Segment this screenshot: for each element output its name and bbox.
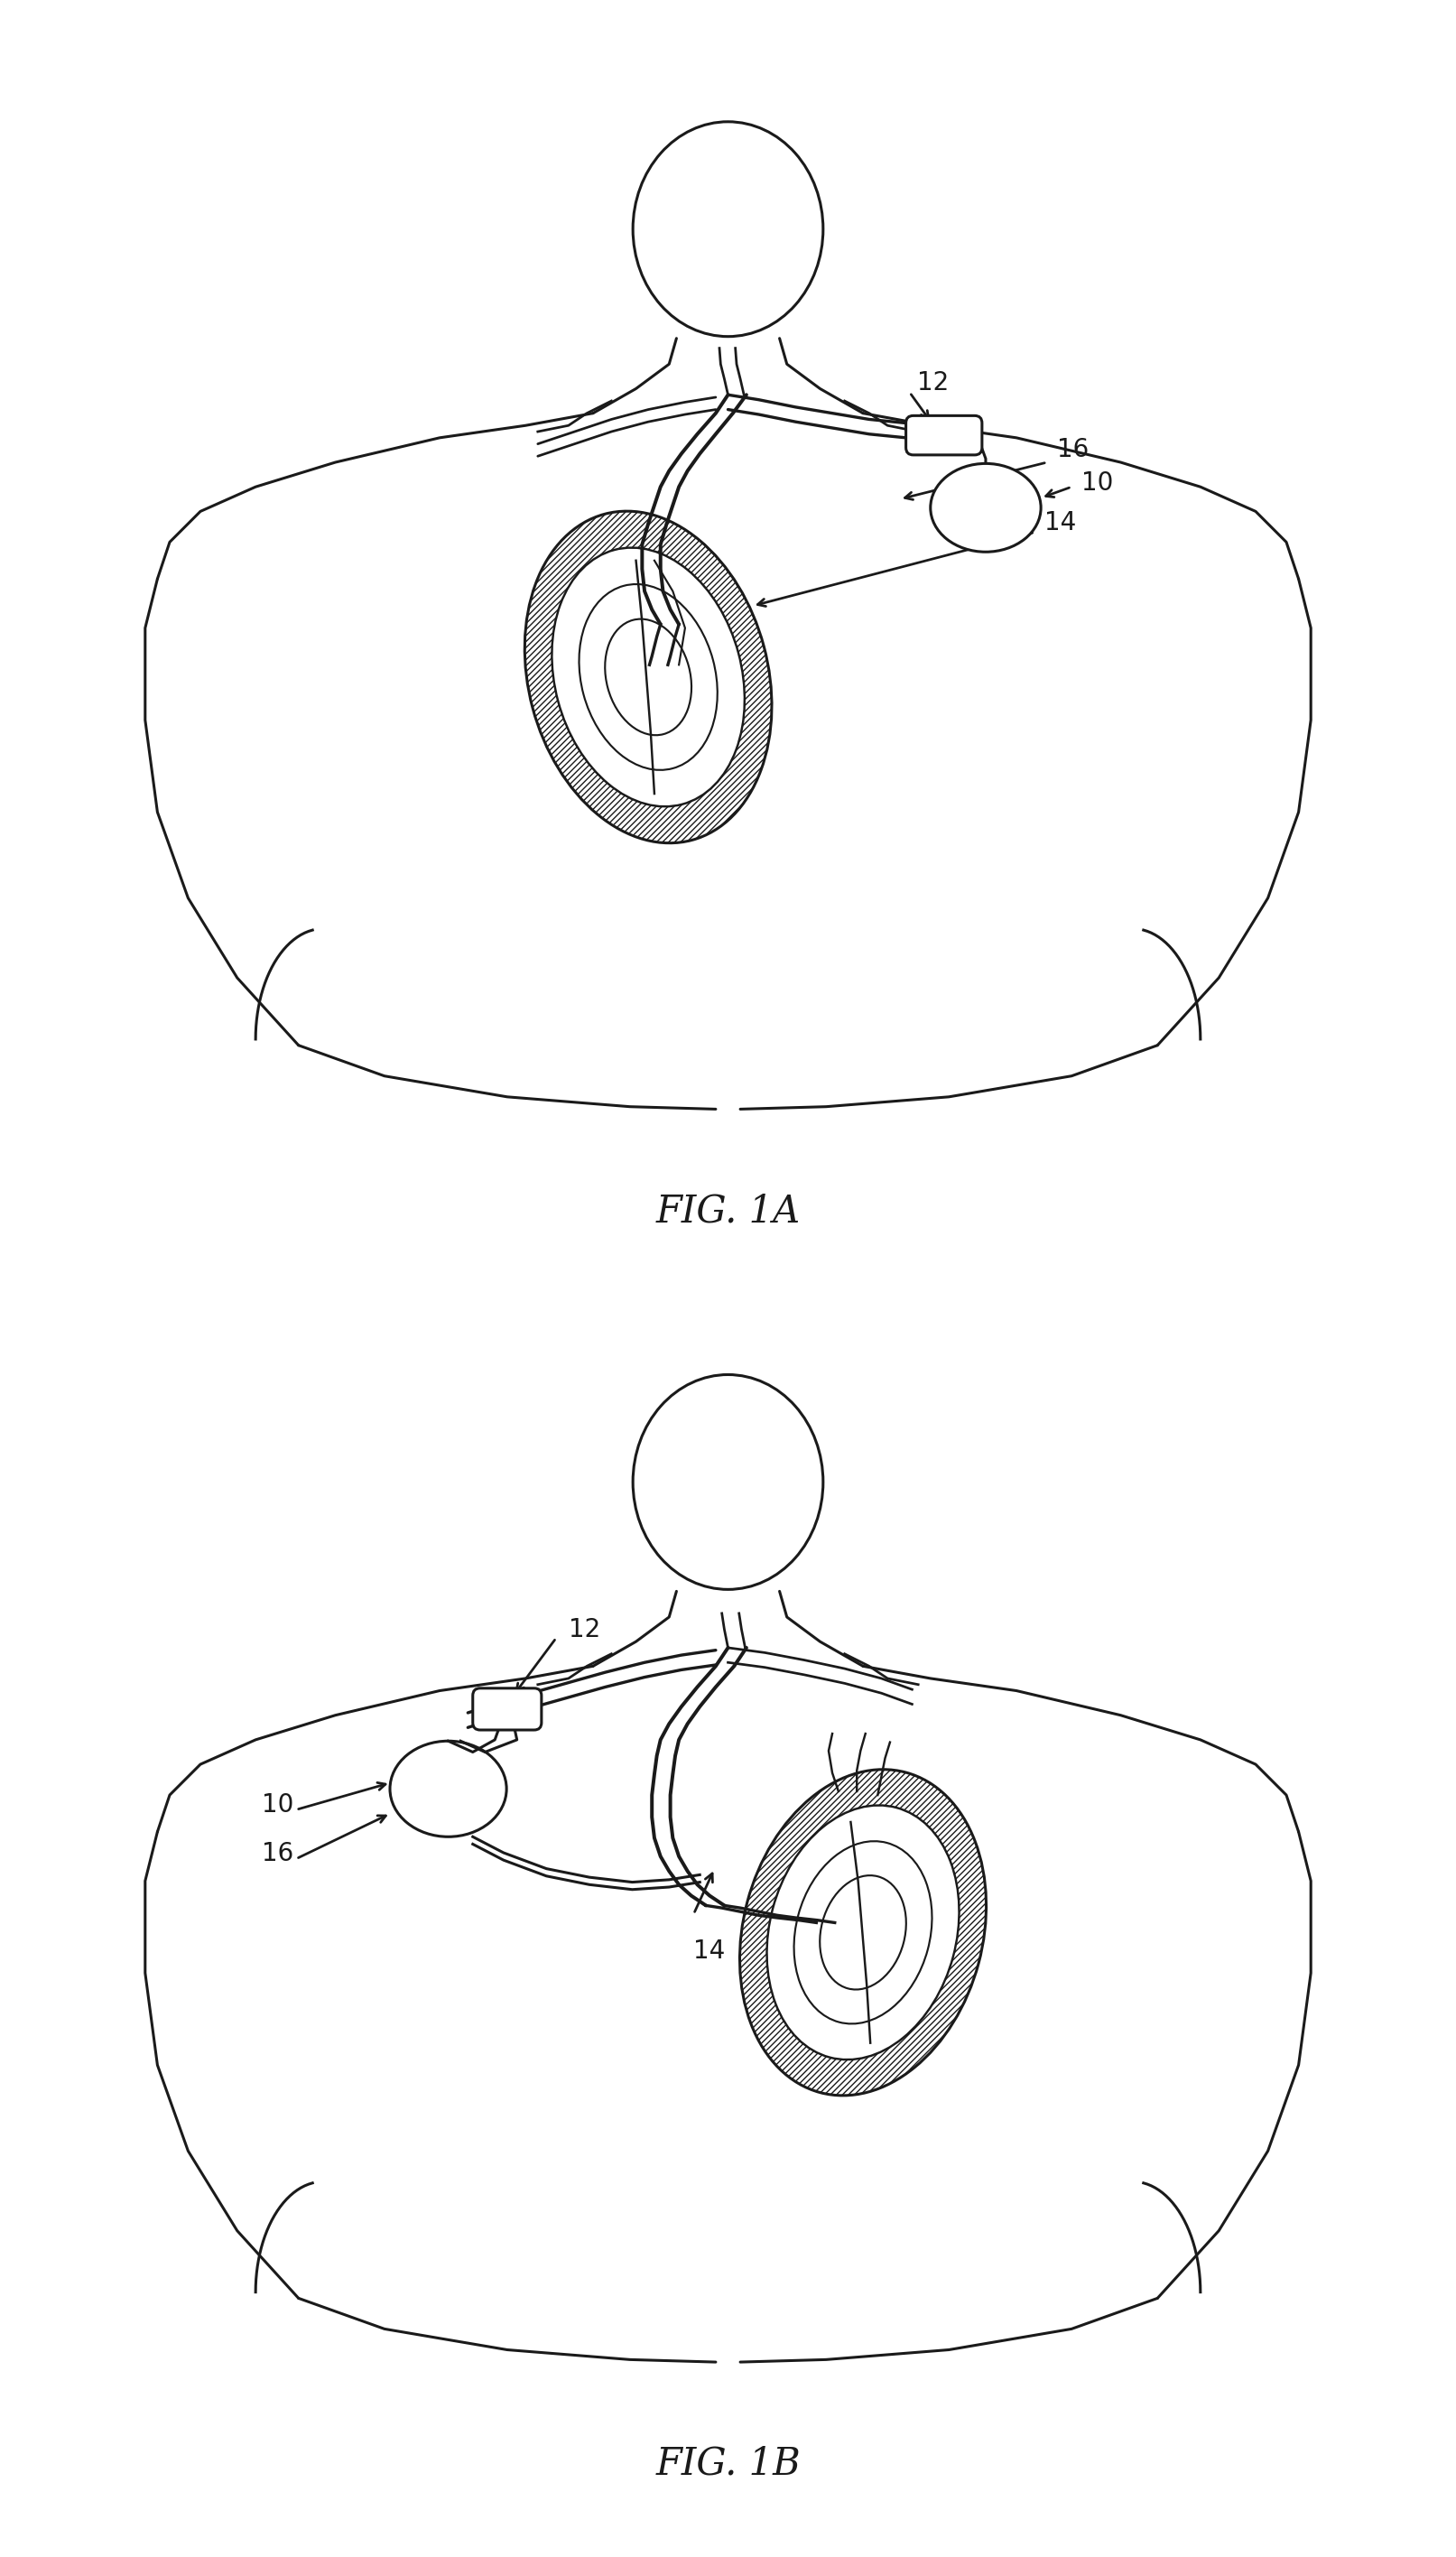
Ellipse shape (930, 463, 1041, 552)
FancyBboxPatch shape (906, 417, 981, 455)
Text: 16: 16 (1057, 437, 1089, 463)
Text: 14: 14 (693, 1938, 725, 1964)
Text: 10: 10 (1082, 470, 1114, 496)
Text: 12: 12 (917, 371, 949, 396)
Ellipse shape (552, 547, 744, 805)
Text: FIG. 1B: FIG. 1B (655, 2444, 801, 2483)
Ellipse shape (740, 1769, 986, 2097)
Text: 12: 12 (568, 1616, 600, 1642)
Ellipse shape (390, 1741, 507, 1836)
FancyBboxPatch shape (473, 1688, 542, 1731)
Text: 14: 14 (1044, 509, 1076, 534)
Text: 16: 16 (262, 1841, 294, 1867)
Ellipse shape (524, 511, 772, 844)
Text: FIG. 1A: FIG. 1A (655, 1192, 801, 1230)
Text: 10: 10 (262, 1792, 294, 1818)
Ellipse shape (767, 1805, 960, 2058)
